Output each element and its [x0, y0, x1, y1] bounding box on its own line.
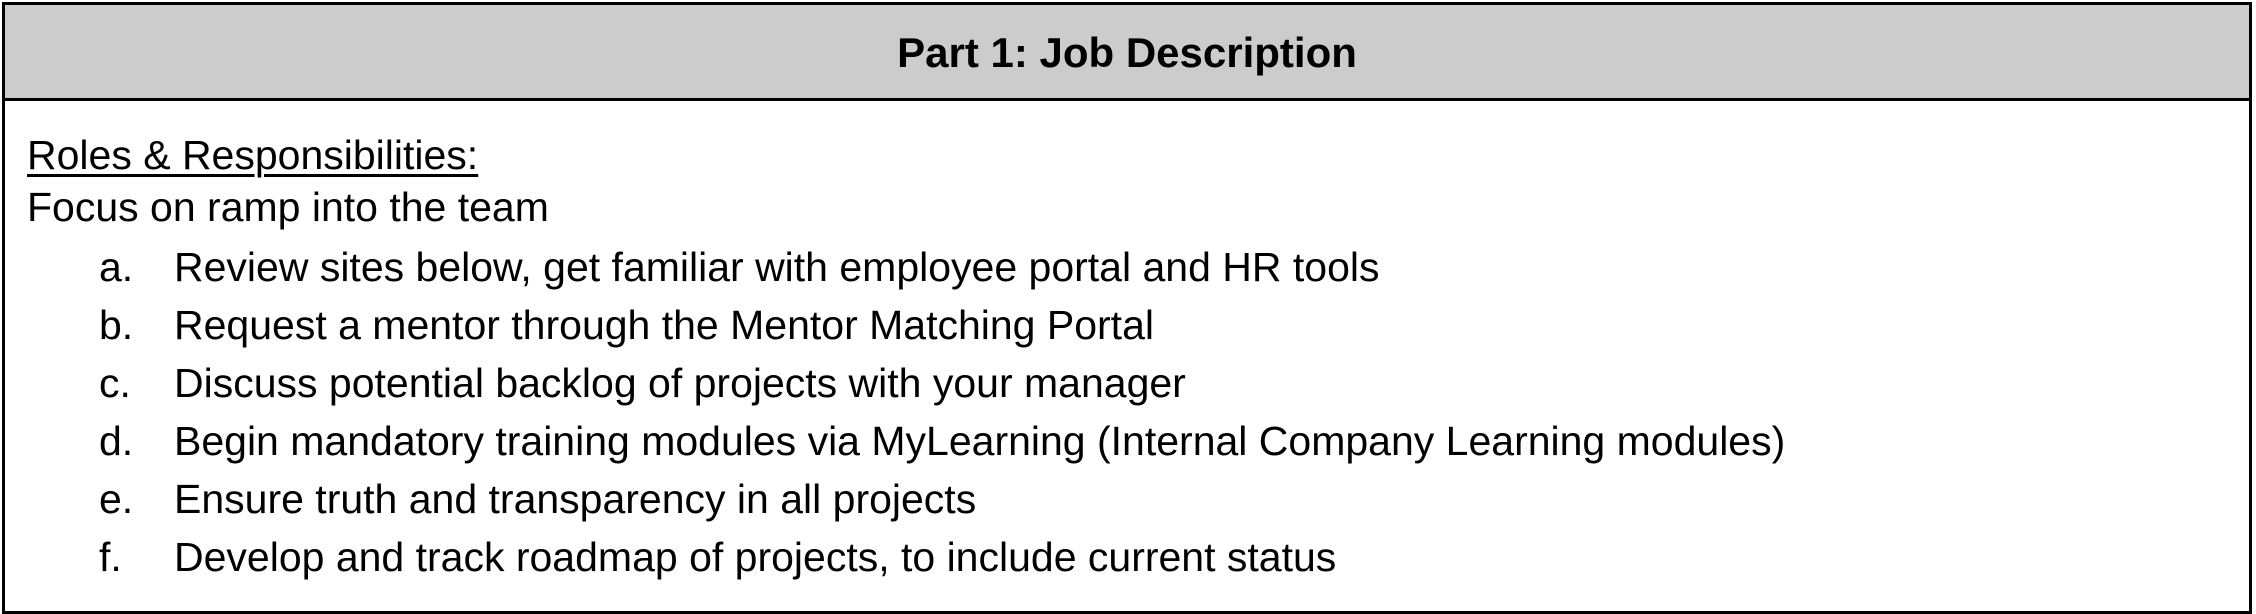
- list-item-marker: e.: [99, 476, 134, 522]
- list-item-text: Develop and track roadmap of projects, t…: [174, 534, 1337, 580]
- list-item: c. Discuss potential backlog of projects…: [27, 354, 2249, 412]
- list-item: e. Ensure truth and transparency in all …: [27, 470, 2249, 528]
- list-item-text: Discuss potential backlog of projects wi…: [174, 360, 1186, 406]
- list-item-text: Ensure truth and transparency in all pro…: [174, 476, 977, 522]
- header-title: Part 1: Job Description: [897, 28, 1357, 76]
- intro-text: Focus on ramp into the team: [27, 184, 549, 230]
- list-item: d. Begin mandatory training modules via …: [27, 412, 2249, 470]
- list-item: f. Develop and track roadmap of projects…: [27, 528, 2249, 586]
- list-item: b. Request a mentor through the Mentor M…: [27, 296, 2249, 354]
- list-item-marker: a.: [99, 244, 134, 290]
- list-item-text: Begin mandatory training modules via MyL…: [174, 418, 1786, 464]
- table-body-cell: Roles & Responsibilities: Focus on ramp …: [5, 101, 2249, 586]
- list-item-marker: c.: [99, 360, 131, 406]
- list-item: a. Review sites below, get familiar with…: [27, 238, 2249, 296]
- list-item-text: Review sites below, get familiar with em…: [174, 244, 1380, 290]
- section-heading: Roles & Responsibilities:: [27, 132, 479, 178]
- table-header: Part 1: Job Description: [5, 5, 2249, 101]
- responsibility-list: a. Review sites below, get familiar with…: [27, 238, 2249, 586]
- list-item-marker: f.: [99, 534, 122, 580]
- list-item-text: Request a mentor through the Mentor Matc…: [174, 302, 1154, 348]
- list-item-marker: b.: [99, 302, 134, 348]
- list-item-marker: d.: [99, 418, 134, 464]
